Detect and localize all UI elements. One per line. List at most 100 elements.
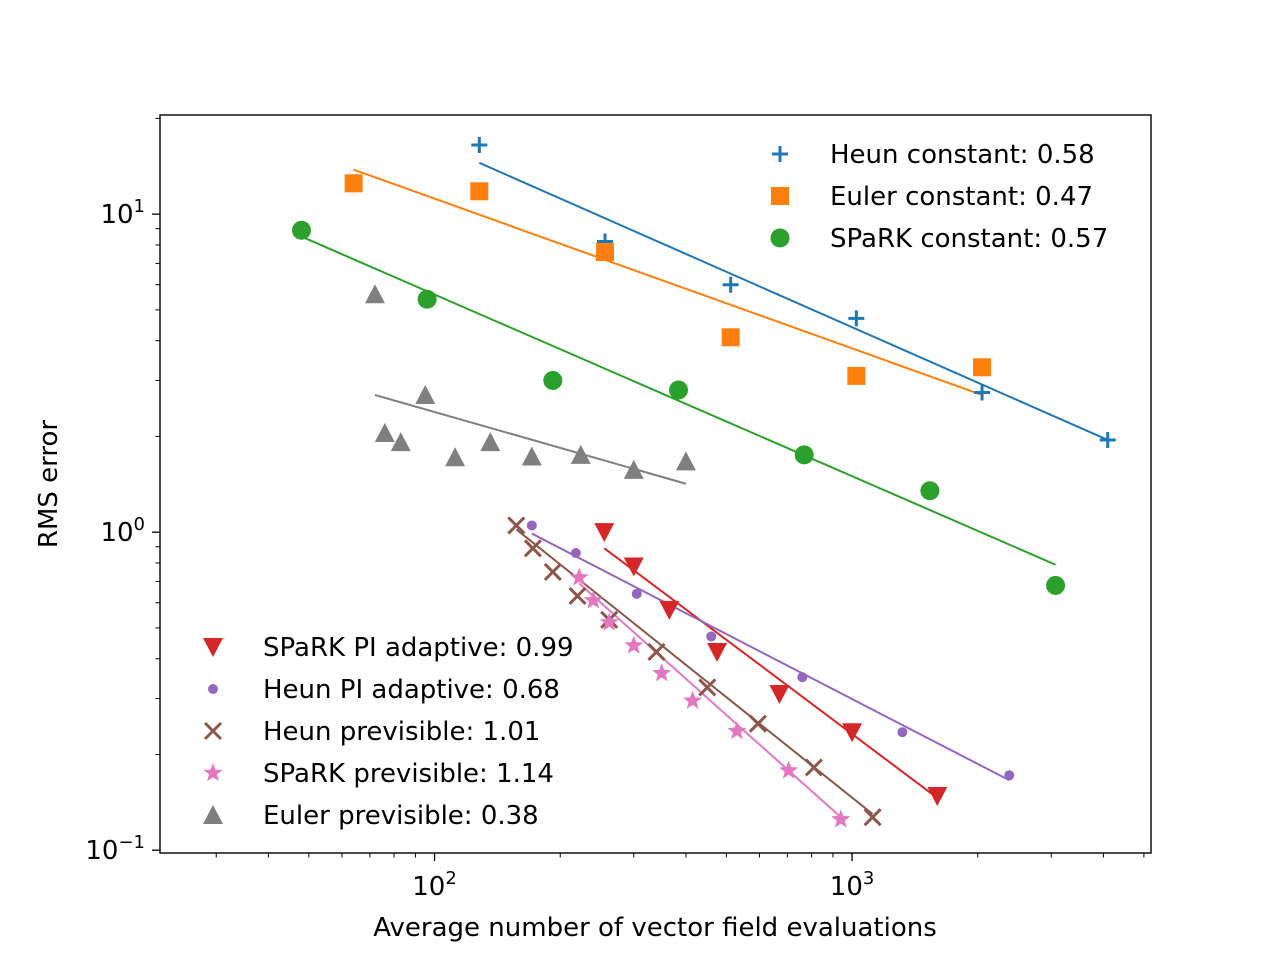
data-point xyxy=(569,567,589,586)
legend-entry: SPaRK constant: 0.57 xyxy=(770,224,1108,254)
data-point xyxy=(675,451,696,471)
legend-label: Heun PI adaptive: 0.68 xyxy=(263,675,560,705)
data-point xyxy=(863,808,882,827)
data-point xyxy=(521,446,542,466)
data-point xyxy=(659,600,680,620)
data-point xyxy=(974,384,991,401)
x-axis-ticks: 102 103 xyxy=(215,853,1145,902)
y-tick-label: 10−1 xyxy=(85,832,145,866)
data-point xyxy=(842,723,863,743)
data-point xyxy=(543,562,562,581)
legend-label: SPaRK PI adaptive: 0.99 xyxy=(263,633,574,663)
legend-marker xyxy=(203,805,223,824)
legend-entry: Heun previsible: 1.01 xyxy=(203,717,540,747)
data-point xyxy=(623,557,644,577)
data-point xyxy=(471,136,488,153)
data-point xyxy=(595,243,614,262)
data-point xyxy=(1004,770,1015,781)
data-point xyxy=(721,328,740,347)
data-point xyxy=(570,548,581,559)
fit-line-series-3 xyxy=(603,547,938,799)
data-point xyxy=(647,642,666,662)
legend-entry: Heun constant: 0.58 xyxy=(772,140,1095,170)
data-points xyxy=(291,136,1116,828)
data-point xyxy=(683,690,703,709)
data-point xyxy=(707,642,728,662)
data-point xyxy=(1099,431,1116,448)
data-point xyxy=(470,182,489,201)
legend-top-right: Heun constant: 0.58 Euler constant: 0.47 S… xyxy=(770,140,1108,254)
data-point xyxy=(748,714,767,733)
legend-marker xyxy=(771,187,789,205)
data-point xyxy=(927,787,948,807)
legend-entry: Heun PI adaptive: 0.68 xyxy=(208,675,560,705)
x-tick-label: 102 xyxy=(412,868,457,902)
data-point xyxy=(631,588,642,599)
data-point xyxy=(804,758,823,777)
legend-label: Heun previsible: 1.01 xyxy=(263,717,540,747)
data-point xyxy=(698,678,717,697)
data-point xyxy=(769,684,790,704)
data-point xyxy=(507,516,526,535)
legend-entry: SPaRK PI adaptive: 0.99 xyxy=(203,633,574,663)
fit-line-series-1 xyxy=(353,168,983,396)
data-point xyxy=(570,444,591,464)
y-axis-ticks: 10−1 100 101 xyxy=(85,117,160,866)
legend-bottom-left: SPaRK PI adaptive: 0.99 Heun PI adaptive:… xyxy=(203,633,574,831)
fit-line-series-6 xyxy=(578,582,842,818)
plot-area-frame xyxy=(159,114,1152,854)
data-point xyxy=(390,432,411,452)
data-point xyxy=(374,423,395,443)
data-point xyxy=(794,445,814,465)
data-point xyxy=(364,284,385,304)
legend-label: SPaRK previsible: 1.14 xyxy=(263,759,554,789)
data-point xyxy=(543,370,563,390)
data-point xyxy=(523,539,542,558)
legend-marker xyxy=(203,763,223,782)
legend-marker xyxy=(203,638,223,657)
legend-marker xyxy=(208,684,218,694)
data-point xyxy=(599,612,619,631)
legend-label: Euler previsible: 0.38 xyxy=(263,801,539,831)
data-point xyxy=(920,481,940,501)
data-point xyxy=(652,663,672,682)
data-point xyxy=(568,586,587,606)
legend-entry: Euler constant: 0.47 xyxy=(771,182,1093,212)
data-point xyxy=(291,220,311,240)
data-point xyxy=(344,174,363,193)
data-point xyxy=(831,809,851,828)
legend-label: Heun constant: 0.58 xyxy=(830,140,1095,170)
data-point xyxy=(727,721,747,740)
fit-line-series-0 xyxy=(478,161,1109,441)
data-point xyxy=(973,358,992,377)
data-point xyxy=(415,384,436,404)
y-tick-label: 101 xyxy=(100,196,145,230)
data-point xyxy=(669,380,689,400)
data-point xyxy=(797,672,808,683)
fit-line-series-4 xyxy=(531,532,1010,782)
data-point xyxy=(1046,575,1066,595)
data-point xyxy=(623,459,644,479)
data-point xyxy=(706,631,717,642)
data-point xyxy=(848,310,865,327)
data-point xyxy=(445,447,466,467)
legend-entry: SPaRK previsible: 1.14 xyxy=(203,759,554,789)
y-axis-label: RMS error xyxy=(34,420,64,549)
legend-entry: Euler previsible: 0.38 xyxy=(203,801,539,831)
data-point xyxy=(722,276,739,293)
legend-marker xyxy=(770,228,790,248)
data-point xyxy=(480,432,501,452)
data-point xyxy=(624,635,644,654)
legend-label: SPaRK constant: 0.57 xyxy=(830,224,1108,254)
data-point xyxy=(526,520,537,531)
x-tick-label: 103 xyxy=(830,868,875,902)
legend-marker xyxy=(772,146,788,162)
data-point xyxy=(417,289,437,309)
legend-label: Euler constant: 0.47 xyxy=(830,182,1093,212)
data-point xyxy=(779,760,799,779)
y-tick-label: 100 xyxy=(100,514,145,548)
data-point xyxy=(583,590,603,609)
data-point xyxy=(594,523,615,543)
legend-marker xyxy=(203,721,223,741)
